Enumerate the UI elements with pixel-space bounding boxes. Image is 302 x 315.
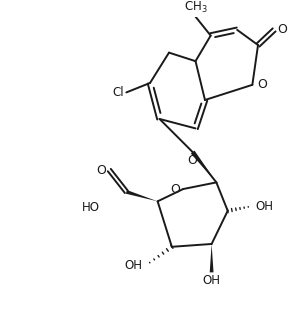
Text: OH: OH [124, 259, 143, 272]
Text: Cl: Cl [112, 86, 124, 99]
Text: HO: HO [82, 202, 100, 215]
Text: O: O [171, 182, 180, 196]
Text: OH: OH [203, 274, 221, 287]
Text: CH$_3$: CH$_3$ [184, 0, 207, 15]
Polygon shape [210, 244, 214, 272]
Text: O: O [257, 78, 267, 91]
Text: O: O [188, 154, 198, 167]
Polygon shape [126, 190, 158, 201]
Text: O: O [277, 23, 287, 37]
Polygon shape [191, 151, 216, 182]
Text: O: O [97, 163, 107, 177]
Text: OH: OH [255, 200, 273, 213]
